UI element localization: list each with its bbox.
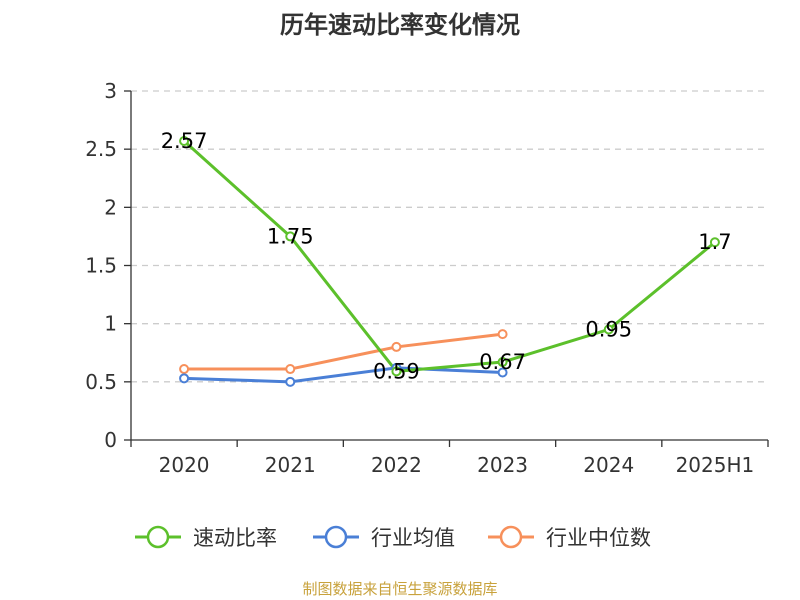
legend-label: 行业中位数 [546, 526, 651, 550]
data-point [179, 364, 190, 375]
data-label: 2.57 [161, 129, 208, 153]
x-tick-label: 2025H1 [676, 453, 755, 477]
data-point [391, 341, 402, 352]
series-line-2 [184, 332, 503, 371]
series-line-1 [184, 366, 503, 384]
data-point [497, 329, 508, 340]
series-line-0 [183, 139, 716, 373]
grid [131, 90, 768, 383]
data-label: 1.7 [698, 230, 731, 254]
legend: 速动比率 行业均值 行业中位数 [135, 525, 651, 550]
data-point [285, 231, 296, 242]
data-label: 0.67 [479, 350, 526, 374]
data-points [179, 136, 720, 387]
x-tick-label: 2021 [265, 453, 316, 477]
x-tick-label: 2022 [371, 453, 422, 477]
y-tick-label: 0 [104, 428, 117, 452]
series-lines [183, 139, 716, 384]
chart-title: 历年速动比率变化情况 [280, 11, 520, 39]
data-point [179, 373, 190, 384]
x-tick-label: 2020 [159, 453, 210, 477]
y-tick-label: 3 [104, 79, 117, 103]
legend-label: 行业均值 [371, 526, 455, 550]
y-tick-label: 1 [104, 312, 117, 336]
y-tick-label: 1.5 [85, 254, 117, 278]
axes: 0 0.5 1 1.5 2 2.5 3 2020 2021 2022 2023 2024 2025H1 [85, 79, 769, 477]
data-point [497, 357, 508, 368]
data-point [285, 364, 296, 375]
legend-label: 速动比率 [193, 526, 277, 550]
y-tick-label: 2.5 [85, 137, 117, 161]
data-point [709, 237, 720, 248]
data-labels: 2.57 1.75 0.59 0.67 0.95 1.7 [161, 129, 732, 383]
x-tick-label: 2024 [583, 453, 634, 477]
y-tick-label: 2 [104, 195, 117, 219]
x-tick-label: 2023 [477, 453, 528, 477]
legend-marker [499, 525, 523, 549]
data-point [391, 366, 402, 377]
y-tick-label: 0.5 [85, 370, 117, 394]
source-note: 制图数据来自恒生聚源数据库 [302, 580, 497, 598]
data-point [285, 376, 296, 387]
legend-marker [324, 525, 348, 549]
data-label: 0.59 [373, 359, 420, 383]
data-label: 1.75 [267, 224, 314, 248]
data-label: 0.95 [585, 317, 632, 341]
legend-marker [146, 525, 170, 549]
data-point [603, 324, 614, 335]
data-point [497, 367, 508, 378]
data-point [179, 136, 190, 147]
